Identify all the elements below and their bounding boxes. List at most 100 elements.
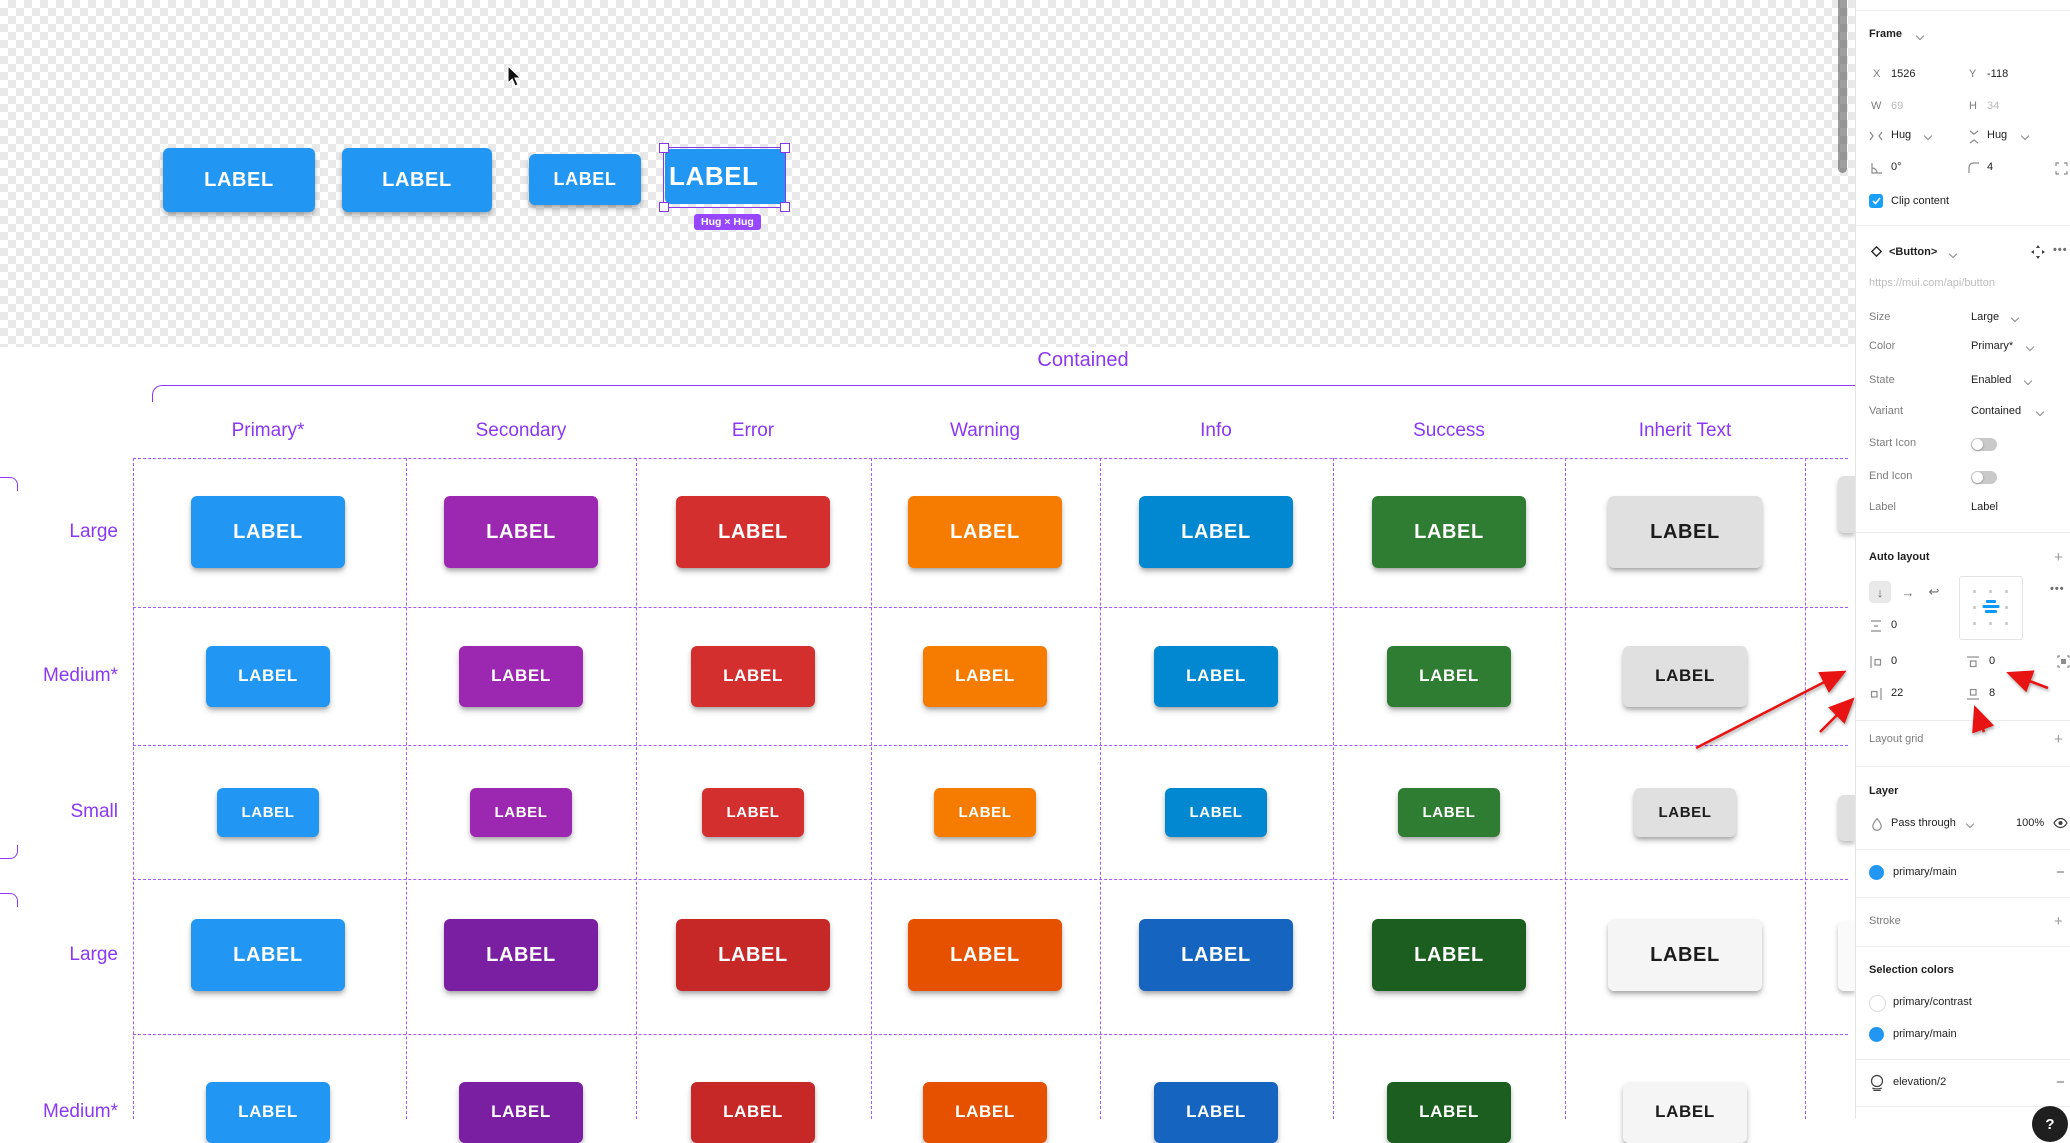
section-title: Contained xyxy=(1037,349,1129,371)
grid-button[interactable]: LABEL xyxy=(1608,919,1762,991)
selection-color-swatch[interactable] xyxy=(1869,1027,1884,1042)
height-input[interactable]: 34 xyxy=(1987,100,2000,112)
figma-canvas[interactable]: LABEL LABEL LABEL LABEL Hug × Hug Contai… xyxy=(0,0,1856,1143)
layout-direction-right-icon[interactable]: → xyxy=(1901,584,1915,600)
grid-button[interactable]: LABEL xyxy=(676,496,830,568)
grid-button[interactable]: LABEL xyxy=(908,919,1062,991)
effect-style-name[interactable]: elevation/2 xyxy=(1893,1076,1947,1088)
blend-mode-select[interactable]: Pass through xyxy=(1891,817,1956,829)
canvas-button-instance-selected[interactable]: LABEL xyxy=(665,149,786,204)
padding-bottom-input[interactable]: 8 xyxy=(1989,687,1996,699)
grid-button[interactable]: LABEL xyxy=(470,787,572,837)
grid-button[interactable]: LABEL xyxy=(934,787,1036,837)
add-layout-grid-icon[interactable]: + xyxy=(2054,731,2063,748)
swap-instance-icon[interactable] xyxy=(2031,245,2045,259)
grid-button[interactable]: LABEL xyxy=(1634,787,1736,837)
grid-button[interactable]: LABEL xyxy=(1387,645,1511,707)
frame-section-title[interactable]: Frame xyxy=(1869,28,1903,40)
individual-padding-icon[interactable] xyxy=(2057,655,2070,668)
grid-button[interactable]: LABEL xyxy=(217,787,319,837)
corner-radius-input[interactable]: 4 xyxy=(1987,161,1994,173)
width-input[interactable]: 69 xyxy=(1891,100,1904,112)
size-select[interactable]: Large xyxy=(1971,311,2000,323)
grid-button[interactable]: LABEL xyxy=(1372,919,1526,991)
grid-button[interactable]: LABEL xyxy=(459,1081,583,1143)
grid-button[interactable]: LABEL xyxy=(908,496,1062,568)
padding-top-input[interactable]: 0 xyxy=(1989,655,1996,667)
more-options-icon[interactable]: ••• xyxy=(2053,244,2068,256)
eye-icon[interactable] xyxy=(2053,817,2068,829)
canvas-button-instance[interactable]: LABEL xyxy=(342,148,492,212)
grid-button[interactable]: LABEL xyxy=(702,787,804,837)
canvas-scrollbar[interactable] xyxy=(1838,0,1847,173)
grid-button[interactable]: LABEL xyxy=(1154,645,1278,707)
rotation-input[interactable]: 0° xyxy=(1891,161,1902,173)
hug-vertical-select[interactable]: Hug xyxy=(1987,129,2008,141)
grid-button[interactable]: LABEL xyxy=(206,645,330,707)
clip-content-checkbox[interactable] xyxy=(1869,194,1883,208)
grid-button[interactable]: LABEL xyxy=(1165,787,1267,837)
grid-button[interactable]: LABEL xyxy=(191,919,345,991)
grid-button[interactable]: LABEL xyxy=(459,645,583,707)
fill-style-name[interactable]: primary/main xyxy=(1893,866,1957,878)
variant-select[interactable]: Contained xyxy=(1971,405,2022,417)
stroke-section-title: Stroke xyxy=(1869,915,1901,927)
clipped-button[interactable] xyxy=(1838,795,1855,841)
blend-mode-icon[interactable] xyxy=(1871,817,1883,831)
grid-button[interactable]: LABEL xyxy=(444,496,598,568)
grid-button[interactable]: LABEL xyxy=(1372,496,1526,568)
state-select[interactable]: Enabled xyxy=(1971,374,2012,386)
selection-color-name[interactable]: primary/contrast xyxy=(1893,996,1972,1008)
clipped-button[interactable] xyxy=(1838,921,1855,991)
grid-button[interactable]: LABEL xyxy=(1154,1081,1278,1143)
help-button[interactable]: ? xyxy=(2032,1106,2068,1142)
layout-direction-down-icon[interactable]: ↓ xyxy=(1869,581,1891,603)
grid-button[interactable]: LABEL xyxy=(676,919,830,991)
grid-button[interactable]: LABEL xyxy=(923,645,1047,707)
remove-fill-icon[interactable]: − xyxy=(2056,864,2065,881)
grid-button[interactable]: LABEL xyxy=(191,496,345,568)
width-label: W xyxy=(1871,100,1882,112)
grid-button[interactable]: LABEL xyxy=(1398,787,1500,837)
opacity-input[interactable]: 100% xyxy=(2016,817,2045,829)
alignment-widget[interactable] xyxy=(1959,576,2023,640)
grid-dashed-line xyxy=(1565,458,1566,1119)
x-input[interactable]: 1526 xyxy=(1891,68,1916,80)
grid-button[interactable]: LABEL xyxy=(691,1081,815,1143)
auto-layout-more-icon[interactable]: ••• xyxy=(2050,583,2065,595)
end-icon-label: End Icon xyxy=(1869,470,1913,482)
grid-button[interactable]: LABEL xyxy=(1387,1081,1511,1143)
padding-right-input[interactable]: 22 xyxy=(1891,687,1904,699)
end-icon-toggle[interactable] xyxy=(1971,471,1997,484)
grid-button[interactable]: LABEL xyxy=(691,645,815,707)
canvas-button-instance[interactable]: LABEL xyxy=(163,148,315,212)
remove-effect-icon[interactable]: − xyxy=(2056,1074,2065,1091)
gap-input[interactable]: 0 xyxy=(1891,619,1898,631)
component-doc-link[interactable]: https://mui.com/api/button xyxy=(1869,277,1995,289)
grid-button[interactable]: LABEL xyxy=(1623,1081,1747,1143)
canvas-button-instance[interactable]: LABEL xyxy=(529,154,641,205)
selection-color-swatch[interactable] xyxy=(1869,995,1886,1012)
y-input[interactable]: -118 xyxy=(1987,68,2009,80)
hug-horizontal-select[interactable]: Hug xyxy=(1891,129,1912,141)
grid-button[interactable]: LABEL xyxy=(923,1081,1047,1143)
start-icon-toggle[interactable] xyxy=(1971,438,1997,451)
grid-button[interactable]: LABEL xyxy=(1139,496,1293,568)
independent-corners-icon[interactable] xyxy=(2055,162,2068,175)
grid-button[interactable]: LABEL xyxy=(1608,496,1762,568)
grid-button[interactable]: LABEL xyxy=(1623,645,1747,707)
grid-button[interactable]: LABEL xyxy=(444,919,598,991)
clipped-button[interactable] xyxy=(1838,476,1855,533)
selection-color-name[interactable]: primary/main xyxy=(1893,1028,1957,1040)
fill-color-swatch[interactable] xyxy=(1869,865,1884,880)
layout-wrap-icon[interactable]: ↩ xyxy=(1928,584,1940,599)
component-name[interactable]: <Button> xyxy=(1889,246,1938,258)
grid-button[interactable]: LABEL xyxy=(206,1081,330,1143)
add-stroke-icon[interactable]: + xyxy=(2054,913,2063,930)
add-auto-layout-icon[interactable]: + xyxy=(2054,549,2063,566)
padding-left-input[interactable]: 0 xyxy=(1891,655,1898,667)
chevron-down-icon xyxy=(2020,131,2030,141)
grid-button[interactable]: LABEL xyxy=(1139,919,1293,991)
color-select[interactable]: Primary* xyxy=(1971,340,2014,352)
label-input[interactable]: Label xyxy=(1971,501,1998,513)
